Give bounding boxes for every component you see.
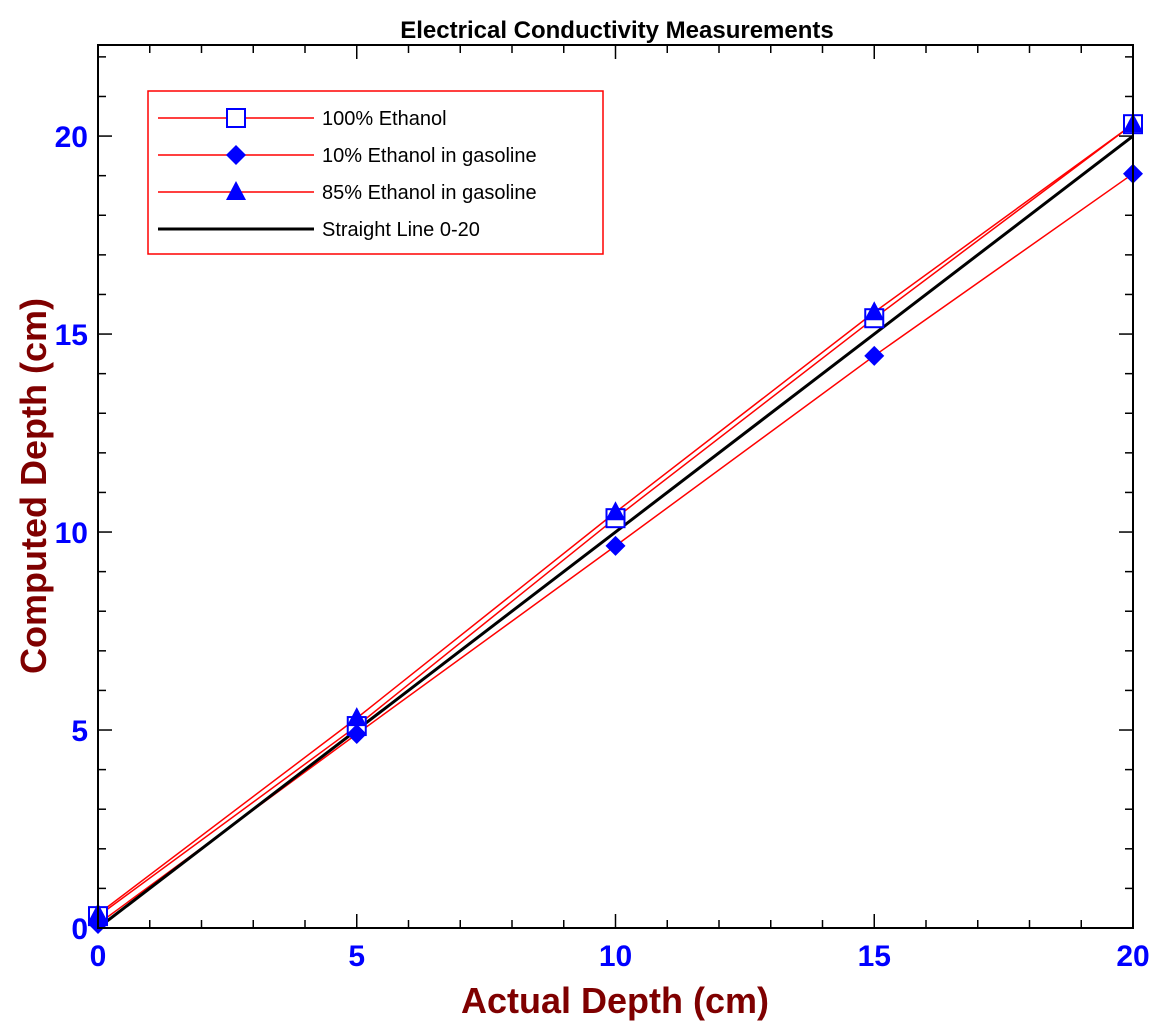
- legend-label: Straight Line 0-20: [322, 219, 480, 241]
- x-axis-label: Actual Depth (cm): [461, 980, 769, 1021]
- data-point-diamond: [864, 345, 885, 366]
- data-point-diamond: [226, 145, 246, 165]
- data-point-diamond: [346, 723, 367, 744]
- data-point-triangle: [605, 501, 626, 521]
- x-tick-label: 15: [858, 940, 891, 973]
- ticks: [97, 45, 1134, 929]
- legend-label: 10% Ethanol in gasoline: [322, 145, 537, 167]
- y-tick-label: 0: [71, 913, 88, 946]
- y-tick-label: 20: [55, 121, 88, 154]
- data-point-triangle: [864, 301, 885, 321]
- y-axis-label: Computed Depth (cm): [13, 298, 54, 674]
- tick-labels: 0 5 10 15 20 0 5 10 15 20: [55, 121, 1150, 973]
- y-tick-label: 5: [71, 715, 88, 748]
- data-point-square: [226, 108, 246, 128]
- data-point-triangle: [346, 707, 367, 727]
- legend-label: 85% Ethanol in gasoline: [322, 182, 537, 204]
- x-tick-label: 10: [599, 940, 632, 973]
- x-tick-label: 5: [348, 940, 365, 973]
- data-point-triangle: [226, 181, 246, 200]
- x-tick-label: 20: [1116, 940, 1149, 973]
- plot-frame: [97, 44, 1134, 929]
- data-point-diamond: [605, 535, 626, 556]
- x-tick-label: 0: [90, 940, 107, 973]
- series-line: [97, 134, 1134, 930]
- legend: 100% Ethanol 10% Ethanol in gasoline 85% E…: [147, 90, 604, 255]
- chart-title: Electrical Conductivity Measurements: [400, 17, 833, 44]
- legend-label: 100% Ethanol: [322, 108, 447, 130]
- y-tick-label: 10: [55, 517, 88, 550]
- y-tick-label: 15: [55, 319, 88, 352]
